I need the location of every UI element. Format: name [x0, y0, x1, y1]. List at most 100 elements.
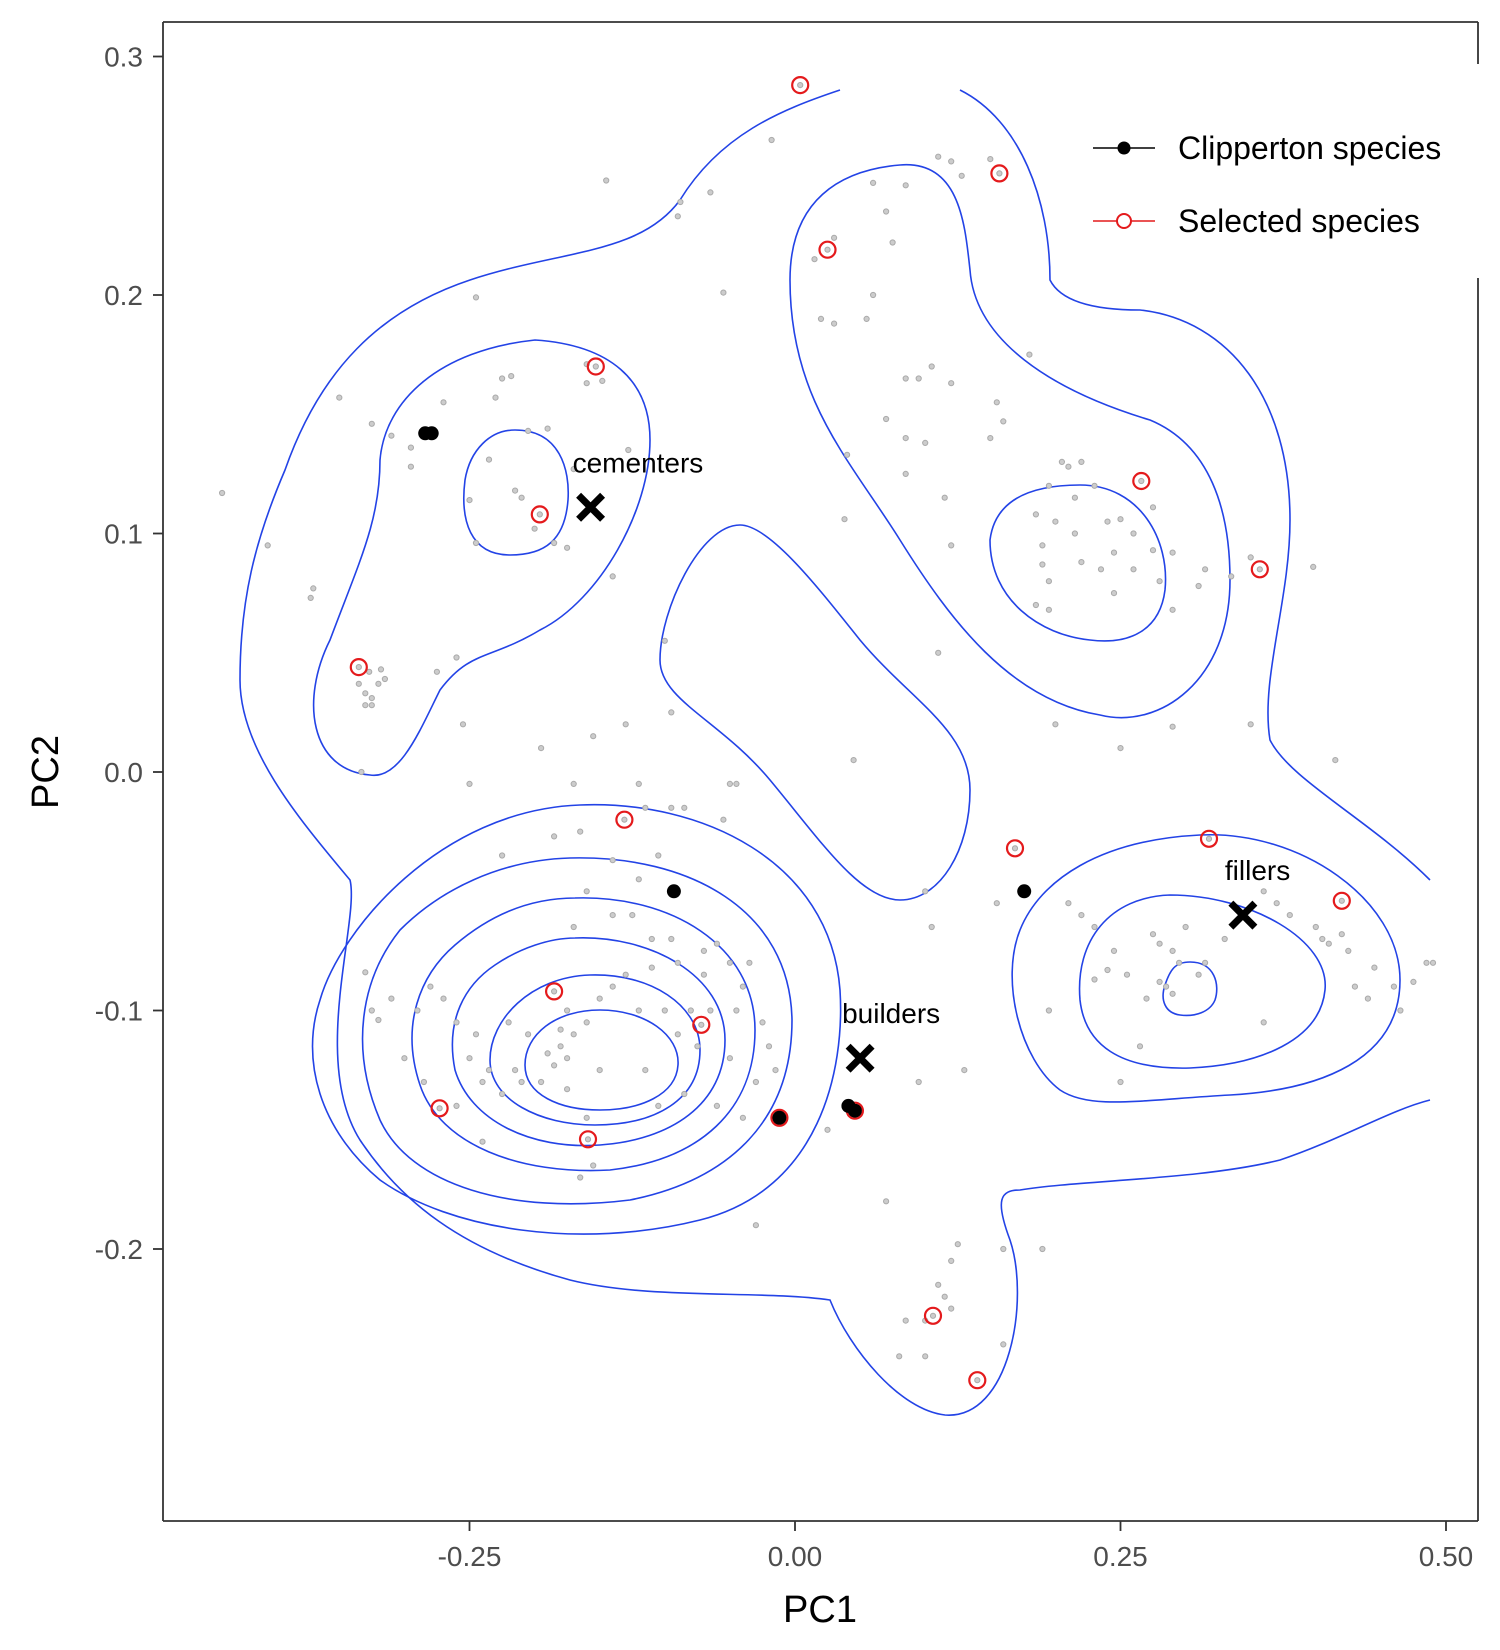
background-species-point-225 [1176, 959, 1183, 966]
background-species-point-235 [1312, 923, 1319, 931]
background-species-point-79 [1065, 463, 1072, 470]
background-species-point-38 [368, 695, 375, 702]
background-species-point-43 [368, 702, 375, 709]
x-tick-label-3: 0.50 [1419, 1541, 1474, 1572]
selected-species-core [1011, 845, 1019, 852]
background-species-point-6 [388, 432, 395, 439]
background-species-point-202 [713, 1102, 721, 1110]
background-species-point-58 [863, 315, 870, 322]
background-species-point-260 [1000, 1245, 1007, 1253]
background-species-point-146 [726, 959, 734, 966]
background-species-point-229 [1143, 995, 1150, 1002]
background-species-point-221 [1149, 931, 1157, 938]
background-species-point-55 [902, 182, 909, 189]
background-species-point-151 [765, 1043, 773, 1050]
background-species-point-66 [948, 380, 955, 387]
background-species-point-209 [883, 1198, 890, 1205]
selected-species-core [1138, 477, 1145, 485]
background-species-point-166 [564, 1007, 571, 1014]
background-species-point-227 [1163, 983, 1170, 990]
selected-species-ring [818, 240, 837, 259]
background-species-point-129 [642, 804, 649, 811]
background-species-point-72 [844, 451, 851, 458]
background-species-point-112 [661, 637, 668, 644]
background-species-point-60 [948, 158, 955, 165]
background-species-point-256 [941, 1293, 948, 1300]
background-species-point-7 [407, 444, 414, 451]
background-species-point-53 [870, 179, 877, 186]
selected-species-ring [430, 1099, 449, 1118]
background-species-point-73 [841, 516, 848, 523]
background-species-point-76 [948, 542, 955, 549]
background-species-point-155 [674, 959, 681, 966]
selected-species-ring [770, 1108, 789, 1127]
background-species-point-33 [720, 289, 727, 296]
background-species-point-103 [1247, 554, 1254, 561]
background-species-point-51 [817, 315, 825, 322]
background-species-point-259 [922, 1353, 929, 1360]
background-species-point-149 [733, 1007, 740, 1014]
selected-species-ring [968, 1371, 987, 1390]
background-species-point-48 [358, 768, 365, 776]
background-species-point-228 [1169, 990, 1176, 997]
background-species-point-5 [368, 420, 375, 427]
contour-right-1 [1011, 834, 1401, 1103]
background-species-point-168 [557, 1043, 564, 1050]
background-species-point-59 [935, 153, 942, 160]
background-species-point-37 [362, 690, 369, 697]
background-species-point-215 [1065, 900, 1072, 907]
background-species-point-123 [1247, 721, 1254, 728]
selected-species-point-0 [791, 75, 810, 95]
background-species-point-211 [961, 1067, 968, 1074]
background-species-point-106 [1032, 601, 1040, 609]
background-species-point-234 [1286, 912, 1293, 919]
background-species-point-253 [1091, 976, 1098, 983]
background-species-point-126 [499, 852, 506, 859]
selected-species-ring [990, 164, 1009, 183]
background-species-point-237 [1325, 940, 1332, 947]
background-species-point-136 [609, 857, 616, 864]
selected-species-point-6 [1250, 560, 1269, 579]
clipperton-species-points [418, 426, 1032, 1125]
centroid-fillers: fillers [1225, 855, 1290, 930]
background-species-point-81 [1078, 458, 1085, 465]
background-species-point-242 [1390, 983, 1398, 990]
background-species-point-203 [739, 1114, 747, 1121]
background-species-point-130 [668, 804, 675, 811]
background-species-point-189 [414, 1007, 421, 1014]
background-species-point-245 [1429, 959, 1437, 966]
background-species-point-91 [1149, 547, 1157, 554]
background-species-point-236 [1319, 935, 1326, 943]
background-species-point-70 [922, 439, 929, 446]
selected-species-point-11 [1332, 891, 1351, 910]
background-species-point-156 [648, 964, 655, 971]
background-species-point-31 [677, 198, 684, 206]
background-species-point-44 [366, 668, 373, 675]
selected-species-core [1338, 897, 1345, 904]
background-species-point-78 [987, 435, 994, 442]
background-species-point-50 [831, 234, 838, 241]
selected-species-point-2 [818, 240, 837, 259]
y-tick-label-2: 0.1 [104, 519, 143, 550]
background-species-point-95 [1078, 559, 1085, 566]
contour-bottom-left-2 [361, 857, 793, 1205]
background-species-point-208 [824, 1126, 831, 1133]
background-species-point-222 [1156, 940, 1163, 947]
background-species-point-263 [902, 1317, 909, 1324]
legend-selected-label: Selected species [1178, 203, 1420, 239]
selected-species-point-4 [530, 505, 549, 524]
background-species-point-67 [1000, 418, 1007, 425]
background-species-point-175 [642, 1067, 649, 1074]
background-species-point-137 [583, 888, 590, 895]
background-species-point-82 [1091, 482, 1098, 489]
background-species-point-11 [499, 375, 506, 382]
selected-species-point-13 [692, 1015, 711, 1034]
background-species-point-178 [472, 1031, 480, 1038]
legend-clipperton-marker [1117, 141, 1131, 155]
background-species-point-49 [811, 256, 818, 263]
contour-top-right [789, 164, 1231, 719]
contour-bottom-left-3 [411, 897, 756, 1172]
selected-species-core [621, 816, 628, 823]
selected-species-points [349, 75, 1351, 1390]
